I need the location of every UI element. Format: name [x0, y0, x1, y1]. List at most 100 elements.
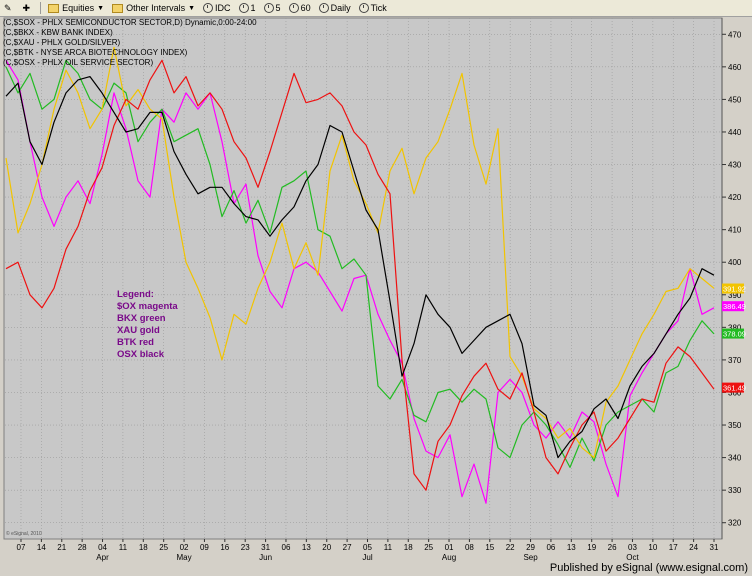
- last-value-label: 361.49: [723, 384, 746, 393]
- x-tick-label: 16: [220, 543, 229, 552]
- interval-tick-button[interactable]: Tick: [355, 1, 391, 15]
- x-tick-label: 05: [363, 543, 372, 552]
- toolbar-divider: [40, 2, 42, 14]
- x-tick-label: 06: [546, 543, 555, 552]
- header-line: (C,$BKX - KBW BANK INDEX): [3, 28, 113, 37]
- x-tick-label: 10: [648, 543, 657, 552]
- y-tick-label: 320: [728, 519, 742, 528]
- y-tick-label: 440: [728, 128, 742, 137]
- clock-icon: [288, 3, 299, 13]
- header-line: (C,$XAU - PHLX GOLD/SILVER): [3, 38, 121, 47]
- legend-line: OSX black: [117, 349, 165, 360]
- x-tick-label: 20: [322, 543, 331, 552]
- toolbar: ✎ ✚ Equities ▼ Other Intervals ▼ IDC 1 5 6…: [0, 0, 752, 17]
- legend-line: BKX green: [117, 313, 166, 324]
- series-lines: [5, 46, 715, 504]
- x-tick-label: 13: [567, 543, 576, 552]
- x-tick-label: 28: [78, 543, 87, 552]
- y-tick-label: 350: [728, 421, 742, 430]
- interval-1-button[interactable]: 1: [235, 1, 260, 15]
- x-tick-label: 11: [384, 543, 393, 552]
- x-tick-label: 17: [669, 543, 678, 552]
- clock-icon: [263, 3, 274, 13]
- y-tick-label: 360: [728, 388, 742, 397]
- last-value-tag: [722, 328, 744, 339]
- plot-area: [3, 17, 723, 540]
- other-intervals-dropdown[interactable]: Other Intervals ▼: [108, 1, 199, 15]
- interval-daily-button[interactable]: Daily: [315, 1, 355, 15]
- equities-dropdown[interactable]: Equities ▼: [44, 1, 108, 15]
- x-tick-label: 01: [445, 543, 454, 552]
- y-tick-label: 450: [728, 95, 742, 104]
- y-tick-label: 370: [728, 356, 742, 365]
- y-tick-label: 390: [728, 291, 742, 300]
- y-tick-label: 420: [728, 193, 742, 202]
- x-month-label: Jul: [362, 553, 372, 562]
- x-tick-label: 29: [526, 543, 535, 552]
- x-tick-label: 09: [200, 543, 209, 552]
- x-tick-label: 04: [98, 543, 107, 552]
- x-tick-label: 31: [261, 543, 270, 552]
- x-tick-label: 02: [180, 543, 189, 552]
- folder-icon: [48, 3, 60, 13]
- x-month-label: Aug: [442, 553, 456, 562]
- y-tick-label: 380: [728, 323, 742, 332]
- x-tick-label: 23: [241, 543, 250, 552]
- x-tick-label: 18: [139, 543, 148, 552]
- series-line: [5, 59, 715, 504]
- edit-button[interactable]: ✎: [0, 1, 19, 15]
- legend-line: BTK red: [117, 337, 154, 348]
- last-value-tag: [722, 382, 744, 393]
- x-month-label: Apr: [96, 553, 109, 562]
- series-line: [5, 75, 715, 459]
- clock-icon: [203, 3, 214, 13]
- x-tick-label: 26: [608, 543, 617, 552]
- x-tick-label: 22: [506, 543, 515, 552]
- x-month-label: Jun: [259, 553, 272, 562]
- interval-idc-button[interactable]: IDC: [199, 1, 235, 15]
- x-tick-label: 21: [57, 543, 66, 552]
- copyright-text: © eSignal, 2010: [6, 530, 42, 537]
- legend-line: Legend:: [117, 289, 154, 300]
- x-month-label: May: [176, 553, 191, 562]
- last-value-tags: 386.49 378.09 391.92 361.49: [722, 283, 746, 393]
- interval-5-button[interactable]: 5: [260, 1, 285, 15]
- x-axis: 07 14 21 28 04 11 18 25 02 09 16 23 31 06 13 20 27 05 11 18…: [17, 539, 719, 562]
- x-tick-label: 27: [343, 543, 352, 552]
- add-icon: ✚: [22, 2, 31, 13]
- clock-icon: [318, 3, 329, 13]
- folder-icon: [112, 3, 124, 13]
- header-line: (C,$OSX - PHLX OIL SERVICE SECTOR): [3, 58, 153, 67]
- x-tick-label: 14: [37, 543, 46, 552]
- interval-60-button[interactable]: 60: [285, 1, 315, 15]
- y-tick-label: 470: [728, 30, 742, 39]
- x-tick-label: 06: [282, 543, 291, 552]
- y-tick-label: 330: [728, 486, 742, 495]
- x-tick-label: 11: [119, 543, 128, 552]
- last-value-tag: [722, 301, 744, 312]
- legend-line: XAU gold: [117, 325, 160, 336]
- x-tick-label: 07: [17, 543, 26, 552]
- clock-icon: [238, 3, 249, 13]
- x-tick-label: 15: [485, 543, 494, 552]
- last-value-label: 391.92: [723, 285, 746, 294]
- last-value-label: 378.09: [723, 330, 746, 339]
- x-tick-label: 13: [302, 543, 311, 552]
- y-tick-label: 410: [728, 226, 742, 235]
- chevron-down-icon: ▼: [97, 4, 105, 12]
- y-tick-label: 460: [728, 63, 742, 72]
- x-tick-label: 24: [689, 543, 698, 552]
- add-button[interactable]: ✚: [19, 1, 38, 15]
- published-by-text: Published by eSignal (www.esignal.com): [550, 562, 748, 574]
- clock-icon: [358, 3, 369, 13]
- header-line: (C,$SOX - PHLX SEMICONDUCTOR SECTOR,D) D…: [3, 18, 257, 27]
- x-tick-label: 31: [710, 543, 719, 552]
- last-value-tag: [722, 283, 744, 294]
- series-line: [5, 59, 715, 491]
- x-month-label: Oct: [626, 553, 639, 562]
- x-tick-label: 03: [628, 543, 637, 552]
- x-tick-label: 25: [159, 543, 168, 552]
